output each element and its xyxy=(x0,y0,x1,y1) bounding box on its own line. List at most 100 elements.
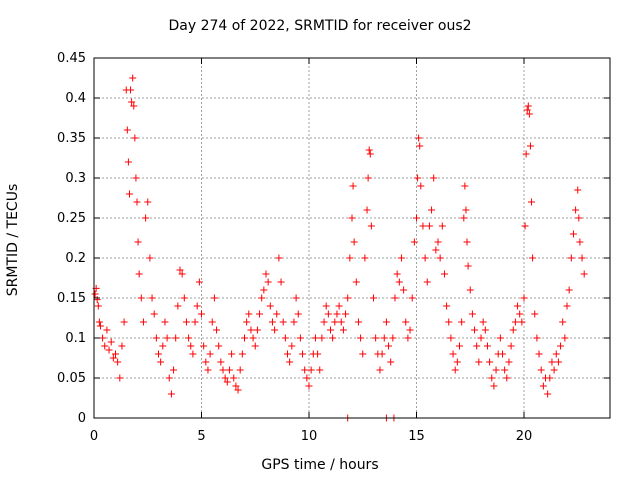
data-point xyxy=(387,358,395,366)
data-point xyxy=(200,342,208,350)
data-point xyxy=(243,318,251,326)
data-point xyxy=(350,238,358,246)
data-point xyxy=(198,310,205,318)
data-point xyxy=(210,294,218,302)
data-point xyxy=(557,342,565,350)
data-point xyxy=(225,366,233,374)
data-point xyxy=(554,358,562,366)
data-point xyxy=(234,386,242,394)
data-point xyxy=(301,366,309,374)
data-point xyxy=(281,334,289,342)
data-point xyxy=(107,338,115,346)
data-point xyxy=(290,318,298,326)
data-point xyxy=(176,266,184,274)
data-point xyxy=(509,326,517,334)
data-point xyxy=(425,222,433,230)
data-point xyxy=(434,238,442,246)
data-point xyxy=(419,222,427,230)
data-point xyxy=(260,286,268,294)
data-point xyxy=(339,326,347,334)
data-point xyxy=(436,254,444,262)
data-point xyxy=(202,358,210,366)
data-point xyxy=(492,366,500,374)
data-point xyxy=(359,350,367,358)
data-point xyxy=(109,354,117,362)
data-point xyxy=(458,318,466,326)
data-point xyxy=(316,366,324,374)
data-point xyxy=(299,350,307,358)
data-point xyxy=(397,254,405,262)
data-point xyxy=(116,374,124,382)
data-point xyxy=(286,358,294,366)
y-tick-label: 0.4 xyxy=(65,91,86,106)
y-tick-label: 0.1 xyxy=(65,331,86,346)
data-point xyxy=(155,350,162,358)
data-point xyxy=(550,366,558,374)
data-point xyxy=(567,254,575,262)
data-point xyxy=(578,254,586,262)
data-point xyxy=(415,134,423,142)
data-point xyxy=(99,334,107,342)
data-point xyxy=(423,278,431,286)
data-point xyxy=(449,350,457,358)
data-point xyxy=(271,326,279,334)
data-point xyxy=(438,222,446,230)
data-point xyxy=(277,278,285,286)
data-point xyxy=(576,238,584,246)
data-point xyxy=(486,358,494,366)
data-point xyxy=(275,254,283,262)
data-point xyxy=(529,254,537,262)
data-point xyxy=(528,198,536,206)
data-point xyxy=(161,318,169,326)
data-point xyxy=(580,270,588,278)
data-point xyxy=(91,290,99,298)
chart-title: Day 274 of 2022, SRMTID for receiver ous… xyxy=(168,18,472,34)
data-point xyxy=(524,102,532,110)
data-point xyxy=(365,146,373,154)
data-point xyxy=(402,318,410,326)
data-point xyxy=(318,334,326,342)
data-point xyxy=(428,206,436,214)
data-point xyxy=(531,310,539,318)
data-point xyxy=(167,390,175,398)
data-point xyxy=(180,294,188,302)
data-point xyxy=(460,214,468,222)
data-point xyxy=(354,318,362,326)
data-point xyxy=(544,390,552,398)
data-point xyxy=(294,310,302,318)
data-point xyxy=(563,302,571,310)
data-point xyxy=(208,318,216,326)
data-point xyxy=(367,222,375,230)
data-point xyxy=(219,366,227,374)
data-point xyxy=(575,214,583,222)
data-point xyxy=(408,294,416,302)
data-point xyxy=(552,350,560,358)
data-point xyxy=(335,302,343,310)
data-point xyxy=(322,302,330,310)
data-point xyxy=(241,334,248,342)
data-point xyxy=(146,254,154,262)
data-point xyxy=(461,182,469,190)
data-point xyxy=(251,342,259,350)
data-point xyxy=(349,182,357,190)
y-tick-label: 0.35 xyxy=(57,131,86,146)
data-point xyxy=(363,206,371,214)
data-point xyxy=(228,350,236,358)
data-point xyxy=(533,334,541,342)
data-point xyxy=(305,382,313,390)
data-point xyxy=(307,366,315,374)
data-point xyxy=(490,382,498,390)
data-point xyxy=(221,374,229,382)
data-point xyxy=(101,342,109,350)
data-point xyxy=(416,142,424,150)
data-point xyxy=(189,350,197,358)
data-point xyxy=(95,318,103,326)
data-point xyxy=(417,182,425,190)
data-point xyxy=(522,150,530,158)
data-point xyxy=(195,278,203,286)
data-point xyxy=(130,102,138,110)
data-point xyxy=(357,334,365,342)
data-point xyxy=(505,358,513,366)
data-point xyxy=(96,322,104,330)
x-axis-label: GPS time / hours xyxy=(261,457,379,473)
